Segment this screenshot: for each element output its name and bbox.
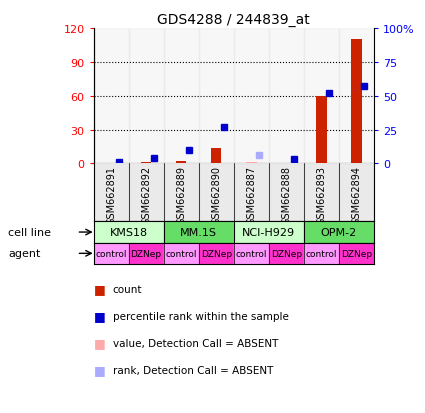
Bar: [164, 164, 198, 222]
Text: control: control: [95, 249, 127, 258]
Bar: [339, 243, 374, 264]
Text: control: control: [165, 249, 197, 258]
Bar: [234, 222, 304, 243]
Bar: [128, 29, 164, 164]
Text: GSM662887: GSM662887: [246, 166, 256, 225]
Bar: [94, 29, 128, 164]
Text: percentile rank within the sample: percentile rank within the sample: [113, 311, 289, 321]
Bar: [316, 97, 327, 164]
Bar: [128, 164, 164, 222]
Bar: [234, 29, 269, 164]
Bar: [176, 162, 187, 164]
Text: DZNep: DZNep: [341, 249, 372, 258]
Text: DZNep: DZNep: [271, 249, 302, 258]
Text: agent: agent: [8, 249, 41, 259]
Text: DZNep: DZNep: [201, 249, 232, 258]
Bar: [339, 29, 374, 164]
Text: value, Detection Call = ABSENT: value, Detection Call = ABSENT: [113, 338, 278, 348]
Text: GSM662889: GSM662889: [176, 166, 186, 225]
Text: ■: ■: [94, 363, 105, 376]
Bar: [304, 164, 339, 222]
Text: GSM662891: GSM662891: [106, 166, 116, 225]
Bar: [269, 29, 304, 164]
Bar: [94, 164, 128, 222]
Text: DZNep: DZNep: [130, 249, 162, 258]
Text: rank, Detection Call = ABSENT: rank, Detection Call = ABSENT: [113, 365, 273, 375]
Text: NCI-H929: NCI-H929: [242, 228, 295, 237]
Text: GSM662893: GSM662893: [316, 166, 326, 225]
Bar: [141, 163, 151, 164]
Bar: [94, 222, 164, 243]
Text: GSM662888: GSM662888: [281, 166, 292, 225]
Text: count: count: [113, 284, 142, 294]
Bar: [234, 164, 269, 222]
Bar: [246, 163, 257, 164]
Text: ■: ■: [94, 336, 105, 349]
Text: MM.1S: MM.1S: [180, 228, 217, 237]
Bar: [198, 243, 234, 264]
Bar: [198, 164, 234, 222]
Text: GSM662892: GSM662892: [141, 166, 151, 225]
Bar: [339, 164, 374, 222]
Text: GSM662894: GSM662894: [351, 166, 362, 225]
Bar: [304, 29, 339, 164]
Bar: [164, 222, 234, 243]
Bar: [269, 164, 304, 222]
Bar: [351, 40, 362, 164]
Text: ■: ■: [94, 282, 105, 296]
Bar: [211, 148, 221, 164]
Bar: [304, 243, 339, 264]
Bar: [304, 222, 374, 243]
Text: OPM-2: OPM-2: [321, 228, 357, 237]
Bar: [234, 243, 269, 264]
Text: KMS18: KMS18: [110, 228, 147, 237]
Bar: [198, 29, 234, 164]
Title: GDS4288 / 244839_at: GDS4288 / 244839_at: [157, 12, 310, 26]
Bar: [94, 243, 128, 264]
Text: GSM662890: GSM662890: [211, 166, 221, 225]
Text: control: control: [306, 249, 337, 258]
Bar: [128, 243, 164, 264]
Bar: [164, 29, 198, 164]
Text: cell line: cell line: [8, 228, 51, 237]
Text: control: control: [235, 249, 267, 258]
Bar: [164, 243, 198, 264]
Text: ■: ■: [94, 309, 105, 323]
Bar: [269, 243, 304, 264]
